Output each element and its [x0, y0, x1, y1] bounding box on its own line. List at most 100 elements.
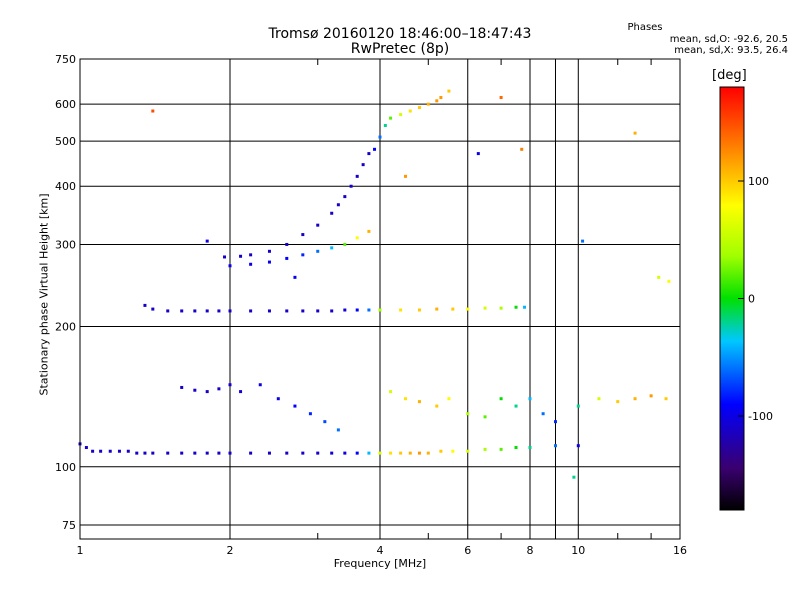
- echo-point: [151, 307, 155, 311]
- echo-point: [451, 307, 455, 311]
- echo-point: [378, 308, 382, 312]
- echo-point: [217, 387, 221, 391]
- echo-point: [499, 96, 503, 100]
- chart-subtitle: RwPretec (8p): [350, 41, 450, 57]
- echo-point: [330, 211, 334, 215]
- echo-point: [403, 174, 407, 178]
- echo-point: [451, 449, 455, 453]
- echo-point: [373, 147, 377, 151]
- echo-point: [435, 99, 439, 103]
- echo-point: [528, 446, 532, 450]
- echo-point: [330, 451, 334, 455]
- echo-point: [576, 444, 580, 448]
- echo-point: [633, 397, 637, 401]
- echo-point: [330, 246, 334, 250]
- echo-point: [399, 308, 403, 312]
- y-tick-label: 75: [62, 519, 76, 532]
- echo-point: [180, 385, 184, 389]
- plot-frame: [79, 58, 681, 540]
- echo-point: [249, 253, 253, 257]
- echo-point: [408, 451, 412, 455]
- x-tick-label: 8: [527, 544, 534, 557]
- echo-point: [597, 397, 601, 401]
- echo-point: [553, 420, 557, 424]
- x-tick-label: 16: [673, 544, 687, 557]
- echo-point: [285, 451, 289, 455]
- echo-point: [499, 397, 503, 401]
- echo-point: [205, 390, 209, 394]
- y-tick-label: 600: [55, 98, 76, 111]
- x-tick-label: 6: [464, 544, 471, 557]
- echo-point: [205, 309, 209, 313]
- echo-point: [343, 451, 347, 455]
- echo-point: [483, 447, 487, 451]
- echo-point: [349, 184, 353, 188]
- echo-point: [293, 404, 297, 408]
- echo-point: [389, 390, 393, 394]
- echo-point: [367, 308, 371, 312]
- colorbar-ticks: 100 0 -100: [738, 175, 773, 423]
- echo-point: [541, 412, 545, 416]
- echo-point: [403, 397, 407, 401]
- phases-x-mode-stats: mean, sd,X: 93.5, 26.4: [674, 45, 788, 56]
- echo-point: [343, 195, 347, 199]
- x-tick-label: 4: [377, 544, 384, 557]
- echo-point: [355, 308, 359, 312]
- echo-point: [151, 451, 155, 455]
- echo-point: [228, 383, 232, 387]
- echo-point: [301, 309, 305, 313]
- echo-point: [308, 412, 312, 416]
- echo-point: [223, 255, 227, 259]
- echo-point: [267, 260, 271, 264]
- echo-point: [483, 415, 487, 419]
- echo-point: [217, 309, 221, 313]
- echo-point: [180, 309, 184, 313]
- echo-point: [316, 249, 320, 253]
- y-tick-label: 100: [55, 461, 76, 474]
- axis-ticks: 1 2 4 6 8 10 16 75 100 200 300 400 500 600 750: [55, 53, 687, 557]
- echo-point: [355, 451, 359, 455]
- echo-point: [435, 404, 439, 408]
- echo-point: [343, 308, 347, 312]
- y-tick-label: 500: [55, 135, 76, 148]
- echo-point: [435, 307, 439, 311]
- echo-point: [657, 275, 661, 279]
- phases-title: Phases: [627, 22, 663, 33]
- echo-point: [135, 451, 139, 455]
- echo-point: [514, 305, 518, 309]
- echo-point: [285, 256, 289, 260]
- echo-point: [426, 102, 430, 106]
- echo-point: [514, 404, 518, 408]
- echo-point: [330, 309, 334, 313]
- echo-point: [417, 400, 421, 404]
- echo-point: [126, 449, 130, 453]
- echo-point: [447, 89, 451, 93]
- echo-point: [267, 249, 271, 253]
- echo-point: [151, 109, 155, 113]
- x-tick-label: 10: [571, 544, 585, 557]
- echo-point: [528, 397, 532, 401]
- echo-point: [355, 174, 359, 178]
- echo-point: [84, 446, 88, 450]
- y-tick-label: 200: [55, 321, 76, 334]
- echo-point: [378, 135, 382, 139]
- echo-point: [572, 475, 576, 479]
- echo-point: [417, 106, 421, 110]
- x-tick-label: 2: [227, 544, 234, 557]
- echo-point: [249, 309, 253, 313]
- echo-point: [239, 390, 243, 394]
- echo-point: [316, 309, 320, 313]
- echo-point: [355, 236, 359, 240]
- colorbar-tick-label: 100: [748, 175, 769, 188]
- echo-point: [553, 444, 557, 448]
- y-tick-label: 400: [55, 180, 76, 193]
- echo-point: [408, 109, 412, 113]
- echo-point: [476, 152, 480, 156]
- echo-point: [399, 113, 403, 117]
- echo-point: [523, 305, 527, 309]
- chart-title: Tromsø 20160120 18:46:00–18:47:43: [268, 26, 532, 42]
- grid-lines: [80, 59, 680, 539]
- y-axis-label: Stationary phase Virtual Height [km]: [37, 193, 51, 396]
- echo-point: [616, 400, 620, 404]
